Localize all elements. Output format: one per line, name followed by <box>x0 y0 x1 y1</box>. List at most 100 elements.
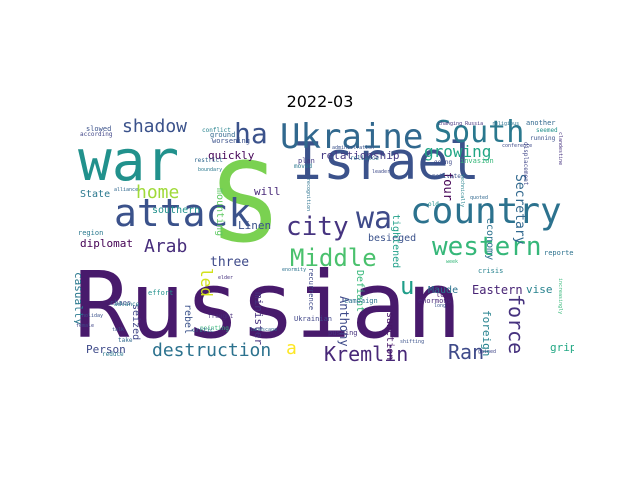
cloud-word: destruction <box>152 340 272 361</box>
cloud-word: another <box>526 119 556 127</box>
cloud-word: running <box>530 135 556 142</box>
cloud-word: religious <box>492 121 520 127</box>
cloud-word: Defiant <box>354 270 365 313</box>
cloud-word: war <box>78 129 180 194</box>
cloud-word: long <box>434 303 447 309</box>
cloud-word: long <box>436 291 453 299</box>
cloud-word: seized <box>130 304 141 341</box>
cloud-word: clandestine <box>557 132 563 166</box>
cloud-word: rebel <box>182 304 193 335</box>
cloud-word: take <box>118 337 133 344</box>
cloud-word: wa <box>356 201 393 236</box>
cloud-word: changing Russia <box>438 121 484 127</box>
cloud-word: pushing <box>328 329 358 337</box>
cloud-word: plan <box>298 157 315 165</box>
cloud-word: vise <box>526 283 553 296</box>
cloud-word: Kremlin <box>324 342 409 366</box>
cloud-word: mounting <box>214 188 225 237</box>
cloud-word: diplomat <box>80 237 133 250</box>
cloud-word: home <box>136 182 180 203</box>
cloud-word: economy <box>484 218 495 261</box>
cloud-word: Ukraine <box>280 118 424 157</box>
cloud-word: growing <box>424 142 492 161</box>
cloud-word: western <box>432 232 542 262</box>
cloud-word: landscape <box>250 327 278 333</box>
cloud-word: recurrence <box>307 268 315 311</box>
cloud-word: effort <box>148 289 174 297</box>
cloud-word: ha <box>234 118 268 150</box>
cloud-word: Maude <box>428 285 459 296</box>
cloud-word: a <box>286 338 297 359</box>
cloud-word: Israel <box>292 132 480 192</box>
cloud-word: reduce <box>102 351 124 358</box>
cloud-word: Russian <box>74 252 462 359</box>
cloud-word: shadow <box>122 118 188 137</box>
cloud-word: talk <box>112 327 125 333</box>
cloud-word: reported <box>544 249 574 257</box>
cloud-word: ground <box>210 131 236 139</box>
cloud-word: increasingly <box>557 278 563 315</box>
cloud-word: administration <box>332 145 375 151</box>
cloud-word: restrict <box>194 157 223 164</box>
cloud-word: campaign <box>344 297 378 305</box>
cloud-word: quickly <box>208 149 255 162</box>
cloud-word: week <box>446 259 459 265</box>
cloud-word: grip <box>550 341 574 354</box>
cloud-word: technically <box>459 174 465 208</box>
cloud-word: leader <box>372 169 391 175</box>
cloud-word: seemed <box>536 127 558 134</box>
cloud-word: sanction <box>384 312 395 361</box>
cloud-word: fraught <box>208 313 234 320</box>
cloud-word: enormity <box>282 267 307 273</box>
cloud-word: advance <box>114 301 140 308</box>
cloud-word: S <box>212 139 279 267</box>
cloud-word: tightened <box>390 214 401 269</box>
cloud-word: slowed <box>86 125 112 133</box>
cloud-word: country <box>410 191 562 232</box>
cloud-word: attack <box>114 191 252 235</box>
cloud-word: South <box>434 118 525 150</box>
cloud-word: motivate <box>432 173 461 180</box>
cloud-word: Linen <box>238 219 272 232</box>
cloud-word: female <box>76 323 95 329</box>
cloud-word: critic <box>192 327 214 334</box>
cloud-word: old <box>428 201 439 208</box>
cloud-word: conference <box>502 143 533 149</box>
cloud-word: shifting <box>400 339 425 345</box>
cloud-word: region <box>78 229 104 237</box>
cloud-word: Ran <box>448 340 485 364</box>
cloud-word: chaos <box>110 299 132 307</box>
cloud-word: led <box>197 268 216 297</box>
cloud-word: three <box>210 255 250 270</box>
cloud-word: Ukrainian <box>294 315 332 323</box>
cloud-word: State <box>80 189 111 200</box>
cloud-word: quoted <box>470 195 489 201</box>
cloud-word: pointing <box>200 325 229 332</box>
cloud-word: minister <box>252 292 265 345</box>
cloud-word: Person <box>86 343 126 356</box>
cloud-word: moved <box>294 163 313 170</box>
cloud-word: elder <box>218 275 234 281</box>
cloud-word: enormous <box>418 297 452 305</box>
cloud-word: Arab <box>144 236 188 257</box>
cloud-word: boundary <box>198 167 223 173</box>
cloud-word: city <box>286 212 349 242</box>
cloud-word: according <box>80 131 113 138</box>
cloud-word: will <box>254 185 281 198</box>
cloud-word: worsening <box>212 137 250 145</box>
cloud-word: gained <box>478 349 497 355</box>
cloud-word: holiday <box>82 313 104 319</box>
cloud-word: alliance <box>114 187 139 193</box>
cloud-word: Eastern <box>472 283 523 297</box>
figure-title: 2022-03 <box>286 92 354 111</box>
cloud-word: southern <box>152 205 201 216</box>
cloud-word: relationship <box>320 149 400 162</box>
cloud-word: invasion <box>460 157 494 165</box>
cloud-word: recognition <box>305 178 311 212</box>
cloud-word: conflict <box>202 127 231 134</box>
cloud-word: u <box>400 272 415 300</box>
cloud-word: crisis <box>478 267 504 275</box>
cloud-word: force <box>504 294 528 355</box>
